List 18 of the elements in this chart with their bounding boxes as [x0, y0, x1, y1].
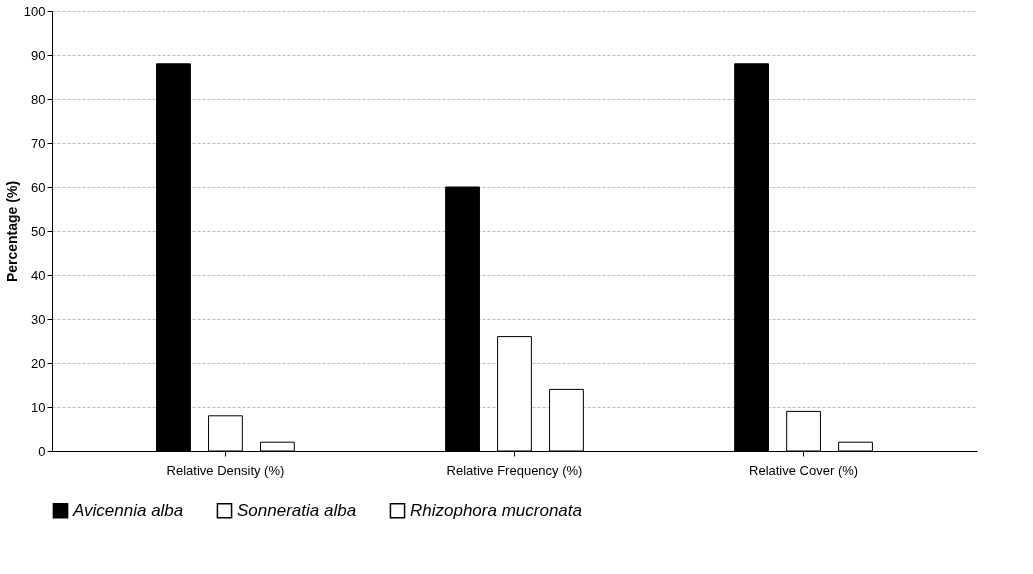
legend-label: Rhizophora mucronata	[410, 500, 582, 520]
y-tick-label: 60	[31, 179, 46, 195]
y-tick-label: 90	[31, 47, 46, 63]
legend-label: Avicennia alba	[72, 500, 184, 520]
y-tick-label: 40	[31, 267, 46, 283]
y-tick-label: 0	[38, 443, 46, 459]
y-tick-label: 10	[31, 399, 46, 415]
y-tick-label: 50	[31, 223, 46, 239]
y-tick-label: 100	[23, 3, 46, 19]
y-tick-label: 80	[31, 91, 46, 107]
x-tick-label: Relative Cover (%)	[749, 462, 859, 478]
x-tick-label: Relative Density (%)	[166, 462, 285, 478]
y-tick-label: 30	[31, 311, 46, 327]
y-tick-label: 70	[31, 135, 46, 151]
y-axis-title: Percentage (%)	[3, 180, 20, 283]
legend-label: Sonneratia alba	[237, 500, 357, 520]
y-tick-label: 20	[31, 355, 46, 371]
x-tick-label: Relative Frequency (%)	[446, 462, 583, 478]
